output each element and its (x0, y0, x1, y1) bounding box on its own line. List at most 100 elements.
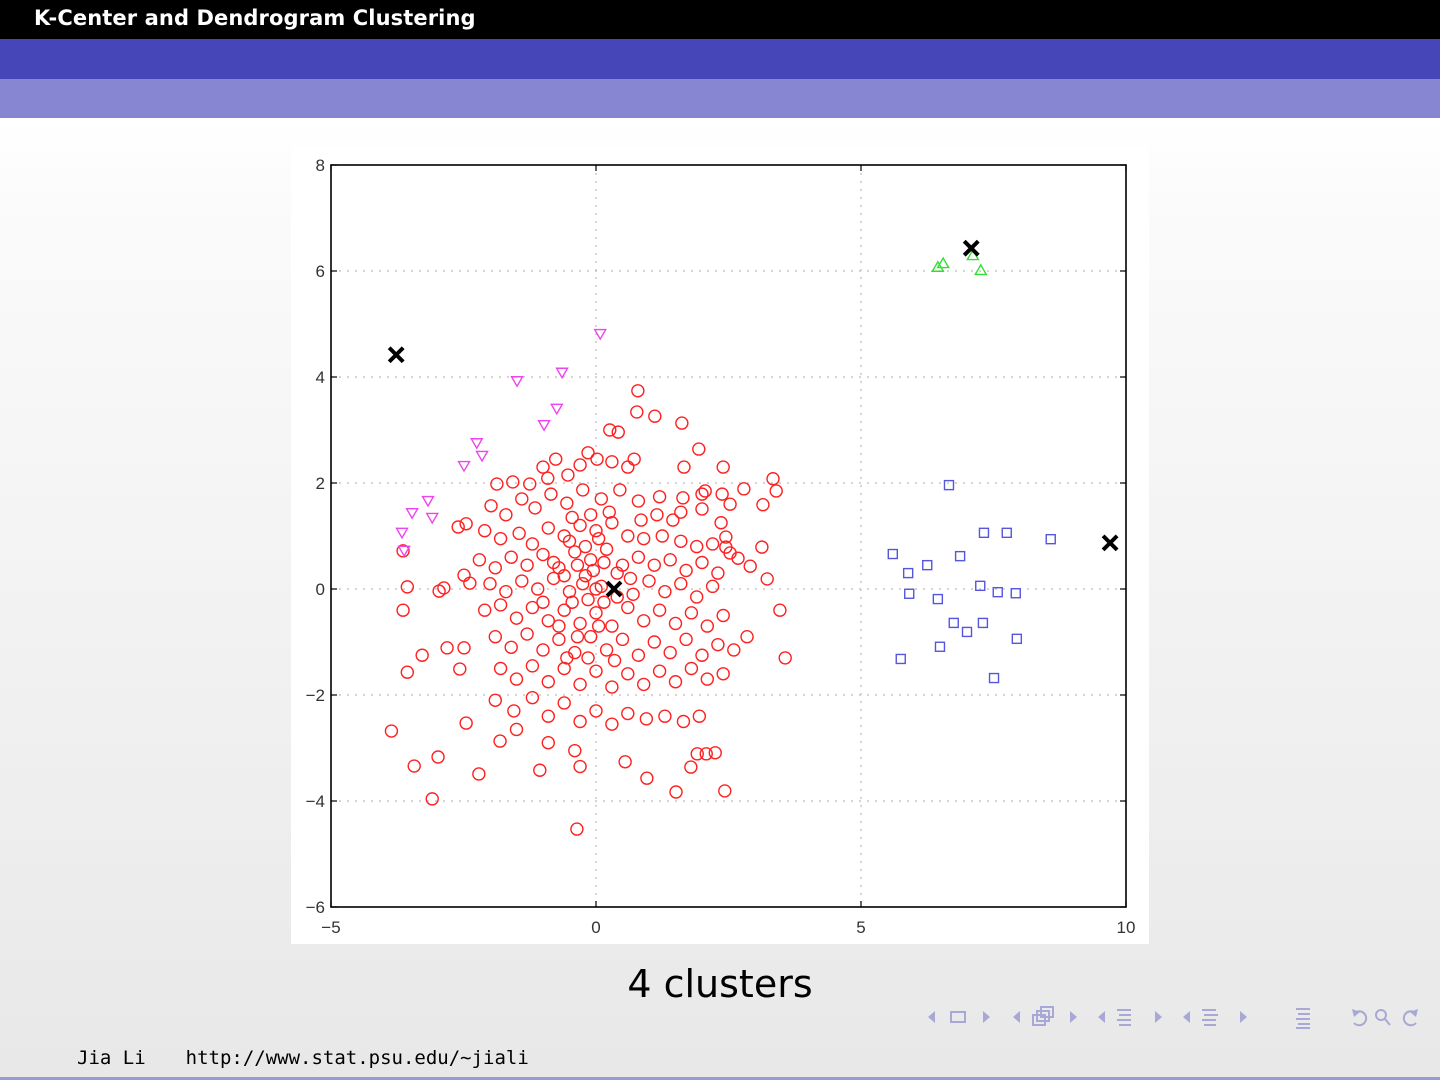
undo-icon[interactable] (1353, 1010, 1368, 1027)
arrow-left-icon[interactable] (928, 1011, 935, 1023)
arrow-right-icon[interactable] (1155, 1011, 1162, 1023)
data-point (778, 651, 792, 665)
data-point (904, 588, 915, 599)
data-point (493, 531, 508, 546)
data-point (557, 696, 571, 710)
data-point (597, 555, 611, 570)
x-tick-label: 5 (856, 918, 865, 937)
data-point (549, 452, 563, 466)
data-point (1045, 533, 1056, 545)
search-icon[interactable] (1375, 1009, 1391, 1026)
data-point (666, 513, 680, 527)
scatter-figure: −5 0 5 10 −6 −4 −2 0 2 4 6 8 (291, 147, 1149, 944)
data-point (642, 574, 656, 588)
frame-icon[interactable] (950, 1011, 966, 1023)
data-point (943, 479, 955, 491)
data-point (484, 499, 498, 513)
data-point (589, 524, 603, 538)
centers-points (387, 239, 1119, 598)
arrow-left-icon[interactable] (1013, 1011, 1020, 1023)
data-point (512, 526, 526, 541)
data-point (470, 438, 484, 450)
arrow-right-icon[interactable] (1070, 1011, 1077, 1023)
frames-icon[interactable] (1032, 1006, 1054, 1026)
data-point (932, 593, 944, 605)
data-point (716, 460, 730, 474)
data-point (555, 367, 569, 380)
arrow-right-icon[interactable] (983, 1011, 990, 1023)
data-point (988, 672, 1000, 684)
data-point (895, 653, 906, 665)
data-point (975, 580, 986, 592)
data-point (490, 477, 504, 491)
data-point (488, 693, 503, 707)
data-point (453, 662, 467, 676)
data-point (668, 675, 683, 689)
data-point (637, 677, 651, 692)
data-point (546, 571, 561, 586)
data-point (684, 760, 698, 774)
subsection-icon[interactable] (1202, 1009, 1218, 1026)
arrow-right-icon[interactable] (1240, 1011, 1247, 1023)
data-point (621, 529, 635, 543)
toc-icon[interactable] (1296, 1008, 1310, 1029)
data-point (396, 603, 410, 617)
data-point (647, 558, 661, 572)
scatter-plot: −5 0 5 10 −6 −4 −2 0 2 4 6 8 (306, 156, 1136, 937)
arrow-left-icon[interactable] (1183, 1011, 1190, 1023)
arrow-left-icon[interactable] (1098, 1011, 1105, 1023)
footer-url[interactable]: http://www.stat.psu.edu/∼jiali (185, 1047, 529, 1069)
data-point (525, 600, 540, 615)
cluster-magenta-points (395, 328, 607, 558)
data-point (1001, 527, 1012, 539)
data-point (692, 709, 707, 723)
data-point (668, 616, 683, 631)
data-point (760, 572, 774, 586)
data-point (499, 584, 513, 599)
nav-symbols (928, 1006, 1418, 1029)
data-point (658, 709, 672, 723)
data-point (560, 496, 574, 510)
data-point (546, 555, 561, 570)
data-point (695, 502, 709, 516)
data-point (769, 484, 783, 498)
data-point (589, 606, 603, 620)
data-point (977, 617, 989, 629)
data-point (591, 619, 606, 633)
data-point (690, 539, 704, 554)
data-point (488, 561, 503, 575)
data-point (708, 746, 722, 760)
data-point (384, 724, 399, 738)
figure-caption: 4 clusters (627, 962, 813, 1006)
data-point (397, 545, 411, 558)
section-icon[interactable] (1117, 1009, 1131, 1026)
x-tick-label: 10 (1117, 918, 1136, 937)
data-point (589, 704, 603, 718)
data-point (537, 420, 551, 432)
data-point (581, 592, 595, 607)
data-point (557, 661, 571, 676)
data-point (562, 534, 577, 548)
data-point (743, 559, 757, 573)
data-point (599, 542, 614, 556)
data-point (934, 641, 946, 652)
data-point (504, 640, 518, 654)
data-point (507, 704, 521, 718)
data-point (961, 626, 973, 638)
data-point (684, 661, 699, 676)
data-point (652, 603, 667, 617)
axis-labels: −5 0 5 10 −6 −4 −2 0 2 4 6 8 (306, 156, 1136, 937)
data-point (536, 460, 550, 474)
data-point (533, 763, 547, 777)
data-point (541, 709, 555, 723)
data-point (631, 550, 646, 564)
data-point (565, 595, 579, 609)
data-point (578, 539, 593, 554)
data-point (922, 559, 933, 571)
data-point (405, 508, 419, 520)
data-point (676, 714, 691, 729)
data-point (974, 263, 988, 276)
data-point (626, 587, 640, 601)
redo-icon[interactable] (1402, 1010, 1417, 1027)
data-point (400, 580, 415, 594)
